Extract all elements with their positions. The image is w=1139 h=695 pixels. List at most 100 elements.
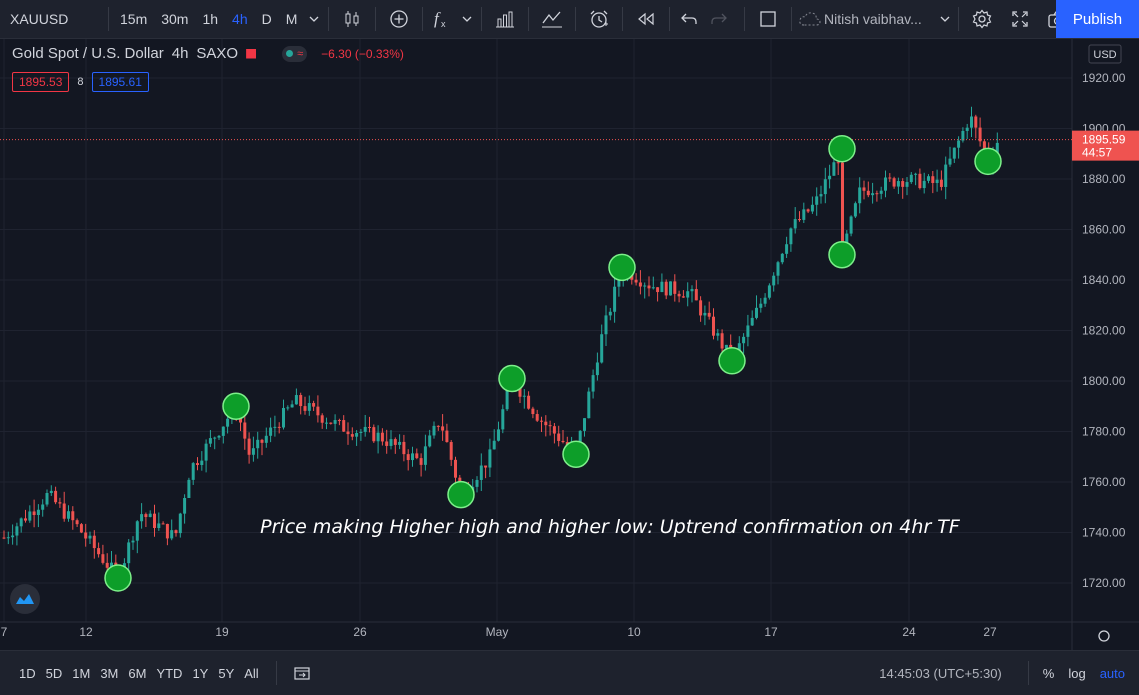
interval-m[interactable]: M [285, 11, 298, 27]
candle-body [363, 426, 367, 432]
interval-1h[interactable]: 1h [202, 11, 219, 27]
swing-point-marker [447, 480, 475, 509]
candle-body [656, 287, 660, 293]
interval-30m[interactable]: 30m [161, 11, 189, 27]
candle-body [578, 430, 582, 451]
candle-body [681, 296, 685, 298]
candle-body [690, 289, 694, 292]
compare-add-icon[interactable] [380, 0, 418, 38]
candle-body [716, 333, 720, 336]
swing-point-marker [828, 134, 856, 163]
candle-body [226, 418, 230, 427]
sell-price-button[interactable]: 1895.53 [12, 72, 70, 92]
range-5d[interactable]: 5D [45, 665, 63, 681]
alert-clock-icon[interactable] [580, 0, 618, 38]
interval-chevron-down-icon[interactable] [304, 0, 324, 38]
percent-scale-toggle[interactable]: % [1042, 665, 1055, 681]
trend-annotation: Price making Higher high and higher low:… [260, 516, 961, 538]
candle-body [952, 147, 956, 159]
candle-body [501, 409, 505, 430]
x-tick-label: 10 [627, 625, 641, 639]
candle-body [19, 518, 23, 527]
range-3m[interactable]: 3M [100, 665, 119, 681]
candle-body [901, 181, 905, 187]
interval-d[interactable]: D [261, 11, 272, 27]
divider [622, 7, 624, 31]
undo-icon[interactable] [674, 0, 704, 38]
settings-gear-icon[interactable] [963, 0, 1001, 38]
interval-15m[interactable]: 15m [120, 11, 148, 27]
candle-body [617, 279, 621, 287]
candle-body [6, 537, 10, 539]
market-status-badge[interactable]: ≈ [282, 45, 308, 62]
candle-body [183, 498, 187, 514]
layout-square-icon[interactable] [749, 0, 787, 38]
templates-icon[interactable] [533, 0, 571, 38]
candle-body [303, 406, 307, 411]
range-5y[interactable]: 5Y [218, 665, 235, 681]
y-tick-label: 1860.00 [1082, 223, 1126, 237]
indicators-chevron-down-icon[interactable] [457, 0, 477, 38]
candle-body [157, 523, 161, 528]
tradingview-logo-icon[interactable] [10, 584, 40, 614]
candle-body [88, 535, 92, 539]
candle-body [217, 435, 221, 438]
range-6m[interactable]: 6M [128, 665, 147, 681]
financials-icon[interactable] [486, 0, 524, 38]
candle-body [41, 504, 45, 510]
redo-icon[interactable] [704, 0, 734, 38]
candle-body [54, 490, 58, 503]
candle-body [522, 395, 526, 397]
range-1y[interactable]: 1Y [192, 665, 209, 681]
candle-body [776, 262, 780, 276]
candle-body [131, 540, 135, 543]
candle-body [325, 422, 328, 424]
candle-body [978, 127, 982, 142]
symbol-search[interactable]: XAUUSD [10, 11, 69, 27]
y-tick-label: 1800.00 [1082, 374, 1126, 388]
range-all[interactable]: All [244, 665, 259, 681]
interval-4h[interactable]: 4h [232, 11, 248, 27]
candles-icon[interactable] [333, 0, 371, 38]
candle-body [492, 440, 496, 450]
candle-body [643, 285, 647, 287]
publish-button[interactable]: Publish [1056, 0, 1139, 38]
currency-badge [1088, 44, 1122, 64]
fullscreen-icon[interactable] [1001, 0, 1039, 38]
range-1m[interactable]: 1M [72, 665, 91, 681]
candle-body [342, 420, 346, 432]
buy-price-button[interactable]: 1895.61 [91, 72, 149, 92]
candle-body [260, 439, 264, 443]
candle-body [746, 325, 750, 337]
x-tick-label: 27 [983, 625, 997, 639]
candle-body [600, 334, 604, 363]
user-layout-name[interactable]: Nitish vaibhav... [824, 11, 922, 27]
legend-timeframe: 4h [171, 45, 189, 62]
candle-body [402, 441, 406, 455]
price-chart[interactable]: USD1920.001900.001880.001860.001840.0018… [0, 39, 1139, 650]
last-price-tag [1072, 130, 1139, 161]
candle-body [273, 426, 277, 428]
candle-body [355, 432, 359, 437]
candle-body [251, 448, 255, 455]
user-chevron-down-icon[interactable] [936, 0, 954, 38]
candle-body [45, 492, 49, 505]
candle-body [320, 415, 324, 423]
range-ytd[interactable]: YTD [156, 665, 183, 681]
clock-time[interactable]: 14:45:03 (UTC+5:30) [879, 665, 1002, 681]
candle-body [178, 513, 182, 534]
log-scale-toggle[interactable]: log [1068, 665, 1086, 681]
replay-rewind-icon[interactable] [627, 0, 665, 38]
candle-body [712, 316, 715, 336]
candle-body [372, 427, 376, 442]
auto-scale-toggle[interactable]: auto [1099, 665, 1125, 681]
candle-body [944, 164, 948, 187]
candle-body [884, 177, 887, 191]
last-price-label: 1895.59 [1082, 133, 1126, 147]
candle-body [170, 530, 174, 539]
range-1d[interactable]: 1D [19, 665, 36, 681]
go-to-date-icon[interactable] [293, 665, 311, 681]
candle-body [686, 291, 690, 298]
